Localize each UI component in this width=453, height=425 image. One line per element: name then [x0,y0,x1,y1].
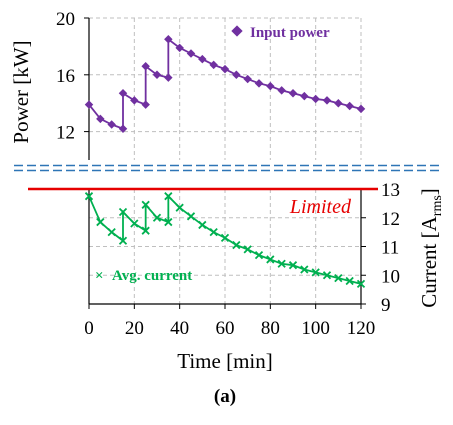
input-power-point [232,70,241,80]
input-power-point [96,114,105,124]
avg-current-point [266,255,275,264]
upper-y-tick-label: 20 [56,9,75,30]
input-power-point [288,89,298,98]
avg-current-point [164,192,173,201]
input-power-point [220,64,230,74]
figure-caption: (a) [214,386,236,407]
avg-current-point [288,261,298,270]
input-power-point [322,96,332,105]
series-input-power [84,35,366,134]
legend-avg-current-label: Avg. current [112,268,192,284]
avg-current-point [232,240,241,250]
input-power-point [186,49,196,58]
input-power-point [334,98,343,108]
legend-avg-current: × Avg. current [95,268,192,284]
avg-current-point [175,203,184,212]
avg-current-point [164,217,173,227]
x-axis-label: Time [min] [177,349,272,373]
series-avg-current [84,192,366,289]
input-power-point [164,73,173,82]
input-power-point [141,100,150,109]
lower-y-tick-label: 12 [381,209,400,230]
limit-label: Limited [289,196,352,218]
avg-current-point [118,207,128,217]
lower-y-tick-label: 13 [381,180,400,201]
x-tick-label: 80 [261,318,280,339]
input-power-point [84,100,94,109]
x-tick-label: 40 [170,318,189,339]
avg-current-point [141,226,150,235]
upper-y-tick-label: 12 [56,123,75,144]
avg-current-point [243,245,252,254]
avg-current-point [356,279,366,289]
input-power-point [311,94,320,104]
lower-y-tick-label: 10 [381,266,400,287]
avg-current-line [88,193,362,285]
x-tick-label: 120 [347,318,376,339]
x-tick-label: 100 [301,318,330,339]
avg-current-point [345,276,354,286]
input-power-point [164,35,173,44]
legend-x-marker: × [95,268,104,284]
input-power-point [209,60,218,70]
avg-current-point [130,219,139,228]
upper-y-ticks: 12 16 20 [56,9,89,144]
input-power-point [118,89,128,98]
avg-current-point [220,233,230,243]
avg-current-point [209,227,218,237]
avg-current-point [311,268,320,277]
input-power-point [300,91,309,101]
x-tick-label: 20 [125,318,144,339]
x-tick-label: 60 [216,318,235,339]
lower-y-tick-label: 9 [381,295,391,316]
legend-input-power-label: Input power [250,25,330,41]
upper-y-tick-label: 16 [56,66,75,87]
x-tick-label: 0 [84,318,94,339]
avg-current-point [322,271,332,280]
avg-current-point [254,250,264,260]
x-ticks: 0 20 40 60 80 100 120 [84,304,375,339]
avg-current-point [141,200,150,209]
input-power-line [88,37,362,131]
input-power-point [118,124,128,134]
avg-current-point [334,273,343,283]
input-power-point [356,104,366,114]
lower-y-axis-label: Current [Arms] [417,188,445,308]
input-power-point [152,70,162,80]
avg-current-point [198,220,207,230]
input-power-point [243,74,252,84]
input-power-point [277,86,286,95]
input-power-point [198,54,207,64]
axis-break [14,164,440,172]
legend-diamond-marker [231,25,243,37]
upper-grid [89,17,362,160]
input-power-point [130,96,139,105]
input-power-point [266,81,275,91]
avg-current-point [300,265,309,274]
avg-current-point [84,192,94,201]
lower-y-tick-label: 11 [381,238,399,259]
input-power-point [107,120,116,129]
avg-current-point [107,227,116,237]
legend-input-power: Input power [231,25,330,41]
avg-current-point [186,212,196,221]
avg-current-point [277,259,286,268]
avg-current-point [118,236,128,245]
lower-y-ticks: 9 10 11 12 13 [361,180,400,316]
avg-current-point [152,213,162,222]
input-power-point [175,43,184,53]
upper-y-axis-label: Power [kW] [9,40,33,143]
avg-current-point [96,217,105,227]
input-power-point [254,79,264,88]
input-power-point [345,101,354,111]
